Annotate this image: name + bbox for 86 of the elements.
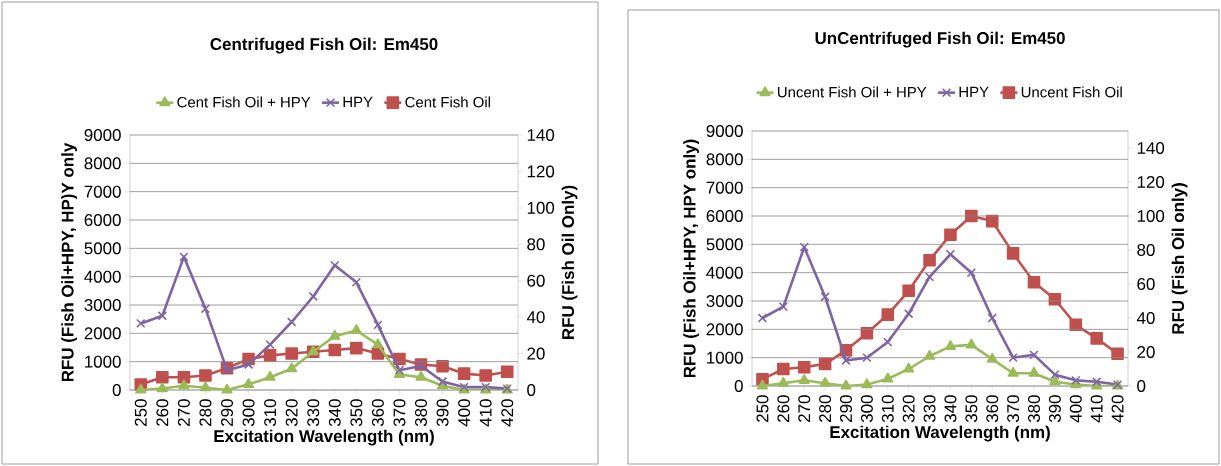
y2-tick-label: 140: [527, 129, 555, 141]
y-tick-label: 3000: [706, 295, 743, 307]
y-tick-label: 4000: [706, 266, 743, 279]
y2-axis-title: RFU (Fish Oil only): [1171, 183, 1188, 334]
x-axis-title: Excitation Wavelength (nm): [214, 429, 434, 446]
x-tick-label: 250: [756, 395, 769, 422]
y-tick-label: 4000: [84, 270, 121, 283]
x-tick-label: 340: [944, 395, 957, 423]
y-tick-label: 8000: [706, 153, 743, 166]
y2-tick-label: 40: [526, 311, 545, 324]
x-tick-label: 360: [371, 399, 384, 427]
y-tick-label: 7000: [84, 185, 121, 198]
x-tick-label: 380: [415, 399, 428, 427]
x-axis-title: Excitation Wavelength (nm): [830, 425, 1050, 442]
y2-tick-label: 140: [1137, 142, 1165, 154]
x-tick-label: 280: [199, 399, 212, 426]
x-tick-label: 260: [156, 399, 169, 426]
y2-tick-label: 40: [1136, 312, 1155, 324]
x-tick-label: 400: [1069, 395, 1082, 423]
x-tick-label: 270: [798, 395, 811, 422]
y2-tick-label: 80: [527, 238, 545, 251]
y-tick-label: 7000: [706, 181, 743, 194]
y2-tick-label: 20: [1137, 346, 1155, 358]
y-tick-label: 2000: [84, 327, 121, 340]
x-tick-label: 410: [1090, 395, 1103, 423]
legend-label: Uncent Fish Oil + HPY: [777, 86, 927, 98]
x-tick-label: 280: [819, 395, 832, 422]
x-tick-label: 360: [986, 395, 999, 423]
x-tick-label: 410: [479, 399, 492, 427]
x-tick-label: 270: [177, 399, 190, 426]
chart-title: Centrifuged Fish Oil: Em450: [210, 37, 438, 54]
x-tick-label: 380: [1028, 395, 1041, 423]
x-tick-label: 300: [860, 395, 873, 423]
y-tick-label: 6000: [84, 214, 121, 226]
y-tick-label: 3000: [84, 299, 121, 311]
x-tick-label: 320: [902, 395, 915, 423]
chart-title: UnCentrifuged Fish Oil: Em450: [815, 31, 1065, 48]
x-tick-label: 250: [134, 399, 147, 426]
x-tick-label: 310: [881, 395, 894, 423]
y2-tick-label: 120: [1137, 176, 1165, 188]
y-tick-label: 0: [112, 384, 121, 396]
y-tick-label: 1000: [707, 351, 743, 364]
y2-tick-label: 60: [527, 274, 545, 287]
y2-tick-label: 0: [1137, 380, 1146, 392]
y2-axis-title: RFU (Fish Oil Only): [561, 185, 578, 339]
y2-tick-label: 120: [527, 165, 555, 178]
x-tick-label: 300: [242, 399, 255, 427]
x-tick-label: 350: [350, 399, 363, 427]
y-tick-label: 5000: [84, 242, 121, 255]
y-tick-label: 8000: [84, 157, 121, 170]
legend-label: Uncent Fish Oil: [1021, 86, 1122, 98]
y-axis-title: RFU (Fish Oil+HPY, HP)Y only: [61, 142, 77, 382]
legend-label: Cent Fish Oil + HPY: [177, 96, 311, 108]
x-tick-label: 390: [1048, 395, 1061, 423]
x-tick-label: 260: [777, 395, 790, 422]
x-tick-label: 370: [393, 399, 406, 427]
x-tick-label: 400: [458, 399, 471, 427]
y2-tick-label: 100: [1137, 210, 1165, 222]
y-axis-title: RFU (Fish Oil+HPY, HPY only): [683, 139, 699, 378]
y-tick-label: 1000: [85, 355, 121, 368]
x-tick-label: 420: [501, 399, 514, 427]
y-tick-label: 0: [734, 380, 743, 392]
x-tick-label: 290: [221, 399, 233, 426]
x-tick-label: 330: [923, 395, 936, 423]
x-tick-label: 420: [1111, 395, 1124, 423]
y2-tick-label: 60: [1137, 278, 1155, 290]
y-tick-label: 5000: [706, 238, 743, 251]
x-tick-label: 370: [1007, 395, 1020, 423]
x-tick-label: 310: [264, 399, 277, 427]
x-tick-label: 320: [285, 399, 298, 427]
y2-tick-label: 0: [527, 384, 536, 396]
legend-label: HPY: [959, 86, 989, 98]
y2-tick-label: 80: [1137, 244, 1155, 256]
x-tick-label: 290: [840, 395, 853, 422]
y-tick-label: 2000: [706, 323, 743, 336]
y2-tick-label: 20: [527, 347, 545, 360]
legend-label: HPY: [343, 96, 373, 108]
x-tick-label: 350: [965, 395, 978, 423]
y-tick-label: 6000: [706, 210, 743, 222]
y-tick-label: 9000: [84, 129, 121, 141]
x-tick-label: 340: [328, 399, 341, 427]
legend-label: Cent Fish Oil: [405, 96, 490, 108]
y-tick-label: 9000: [706, 125, 743, 137]
y2-tick-label: 100: [527, 201, 555, 214]
x-tick-label: 390: [436, 399, 449, 427]
x-tick-label: 330: [307, 399, 320, 427]
